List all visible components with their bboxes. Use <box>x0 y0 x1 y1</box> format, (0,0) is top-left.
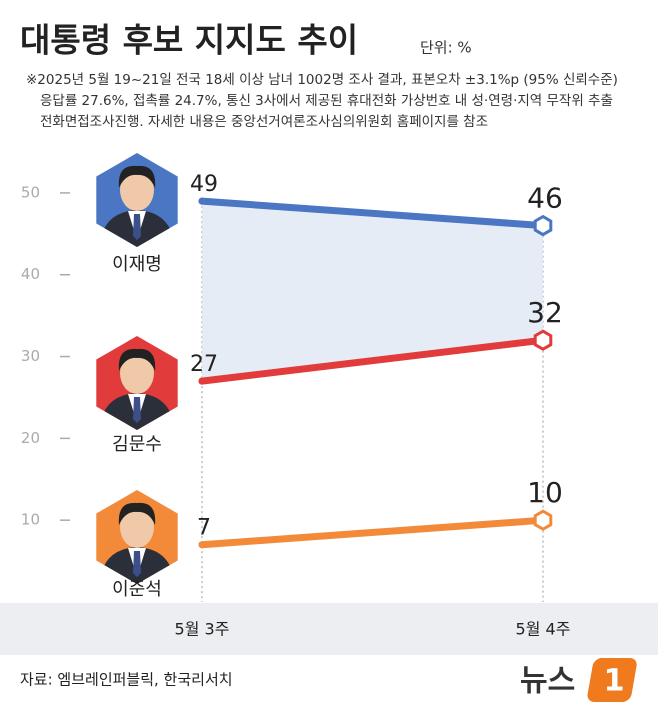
y-tick-label: 10 <box>21 511 40 529</box>
face <box>120 169 154 211</box>
axis-band <box>0 603 658 655</box>
series-line <box>198 197 547 230</box>
x-tick-label: 5월 4주 <box>516 620 571 639</box>
face <box>120 352 154 394</box>
data-label: 46 <box>527 182 563 215</box>
x-tick-label: 5월 3주 <box>175 620 230 639</box>
logo-badge <box>587 658 637 702</box>
chart-title: 대통령 후보 지지도 추이 <box>20 21 358 60</box>
hair <box>118 502 156 525</box>
logo-text: 뉴스 <box>520 664 575 699</box>
legend-label: 김문수 <box>112 434 162 455</box>
source: 자료: 엠브레인퍼블릭, 한국리서치 <box>20 671 233 689</box>
point-marker <box>533 329 553 351</box>
point-marker <box>533 509 553 531</box>
tie <box>133 397 141 423</box>
point-marker <box>198 197 206 205</box>
logo-mark: 1 <box>604 664 625 699</box>
data-label: 27 <box>190 352 218 377</box>
tie <box>133 214 141 240</box>
point-marker <box>198 541 206 549</box>
y-tick-label: 20 <box>21 429 40 447</box>
y-tick-label: 40 <box>21 265 40 283</box>
legend-label: 이재명 <box>112 254 162 275</box>
unit-label: 단위: % <box>420 39 472 57</box>
y-tick-label: 50 <box>21 183 40 201</box>
legend-label: 이준석 <box>112 579 162 600</box>
series-line <box>198 336 547 385</box>
hair <box>118 348 156 371</box>
data-label: 10 <box>527 476 563 509</box>
note: ※2025년 5월 19~21일 전국 18세 이상 남녀 1002명 조사 결… <box>26 72 618 88</box>
hair <box>118 165 156 188</box>
series-line <box>198 516 547 549</box>
note: 응답률 27.6%, 접촉률 24.7%, 통신 3사에서 제공된 휴대전화 가… <box>40 93 613 109</box>
data-label: 49 <box>190 172 218 197</box>
face <box>120 506 154 548</box>
y-tick-label: 30 <box>21 347 40 365</box>
gap-area <box>202 201 543 382</box>
data-label: 32 <box>527 296 563 329</box>
point-marker <box>198 377 206 385</box>
tie <box>133 551 141 577</box>
note: 전화면접조사진행. 자세한 내용은 중앙선거여론조사심의위원회 홈페이지를 참조 <box>40 114 488 130</box>
data-label: 7 <box>197 516 211 541</box>
point-marker <box>533 214 553 237</box>
